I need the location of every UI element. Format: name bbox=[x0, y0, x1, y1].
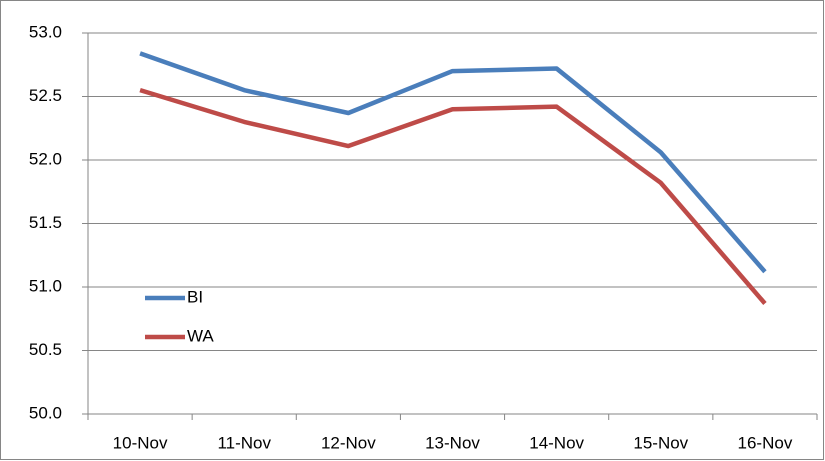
y-tick-label: 52.0 bbox=[29, 149, 62, 168]
x-tick-label: 13-Nov bbox=[425, 433, 480, 452]
y-tick-label: 51.5 bbox=[29, 213, 62, 232]
series-line bbox=[139, 87, 767, 305]
y-tick-label: 53.0 bbox=[29, 22, 62, 41]
y-tick-label: 52.5 bbox=[29, 86, 62, 105]
y-tick-label: 50.5 bbox=[29, 340, 62, 359]
legend-label: WA bbox=[187, 326, 214, 345]
x-tick-label: 14-Nov bbox=[529, 433, 584, 452]
x-tick-label: 11-Nov bbox=[217, 433, 271, 452]
series-line bbox=[139, 51, 767, 274]
x-tick-label: 12-Nov bbox=[321, 433, 376, 452]
x-tick-label: 15-Nov bbox=[633, 433, 688, 452]
x-tick-label: 10-Nov bbox=[113, 433, 168, 452]
y-tick-label: 51.0 bbox=[29, 276, 62, 295]
legend-label: BI bbox=[187, 287, 203, 306]
y-tick-label: 50.0 bbox=[29, 403, 62, 422]
x-tick-label: 16-Nov bbox=[738, 433, 793, 452]
